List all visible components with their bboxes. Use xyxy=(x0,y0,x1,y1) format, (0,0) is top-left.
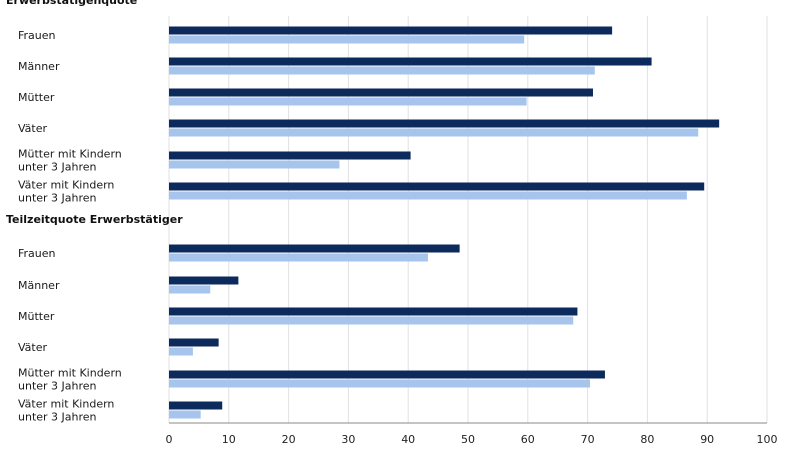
x-tick-label: 10 xyxy=(222,433,236,446)
category-label: Mütter xyxy=(18,91,55,104)
bar-dark xyxy=(169,119,720,128)
category-label: Frauen xyxy=(18,247,56,260)
x-tick-label: 30 xyxy=(341,433,355,446)
category-label: Väter xyxy=(18,122,47,135)
category-label: Männer xyxy=(18,279,60,292)
category-label: Väter mit Kindern xyxy=(18,398,114,411)
bar-dark xyxy=(169,151,411,160)
bar-light xyxy=(169,191,687,200)
category-label: Männer xyxy=(18,60,60,73)
category-label: Väter xyxy=(18,341,47,354)
bar-dark xyxy=(169,57,652,66)
bar-dark xyxy=(169,88,593,97)
bar-light xyxy=(169,253,428,262)
category-label: Mütter xyxy=(18,310,55,323)
x-tick-label: 40 xyxy=(401,433,415,446)
bar-dark xyxy=(169,370,605,379)
bar-light xyxy=(169,347,193,356)
x-tick-label: 90 xyxy=(700,433,714,446)
bar-dark xyxy=(169,307,578,316)
category-label: Frauen xyxy=(18,29,56,42)
bar-dark xyxy=(169,276,239,285)
category-label: unter 3 Jahren xyxy=(18,380,97,393)
category-label: unter 3 Jahren xyxy=(18,192,97,205)
x-tick-label: 50 xyxy=(461,433,475,446)
x-tick-label: 0 xyxy=(166,433,173,446)
bar-light xyxy=(169,35,525,44)
bar-light xyxy=(169,97,527,106)
bar-light xyxy=(169,379,590,388)
bar-light xyxy=(169,285,211,294)
bar-light xyxy=(169,410,201,419)
bar-dark xyxy=(169,182,705,191)
x-tick-label: 60 xyxy=(521,433,535,446)
category-label: unter 3 Jahren xyxy=(18,161,97,174)
bar-light xyxy=(169,128,699,137)
x-tick-label: 70 xyxy=(581,433,595,446)
x-tick-label: 80 xyxy=(640,433,654,446)
category-label: Mütter mit Kindern xyxy=(18,148,122,161)
section-title: Erwerbstätigenquote xyxy=(6,0,137,7)
category-label: Väter mit Kindern xyxy=(18,179,114,192)
section-title: Teilzeitquote Erwerbstätiger xyxy=(6,213,183,226)
bar-light xyxy=(169,160,340,169)
bar-dark xyxy=(169,401,223,410)
bar-light xyxy=(169,316,574,325)
category-label: unter 3 Jahren xyxy=(18,411,97,424)
x-tick-label: 20 xyxy=(282,433,296,446)
x-tick-label: 100 xyxy=(757,433,778,446)
bar-light xyxy=(169,66,595,75)
bar-dark xyxy=(169,244,460,253)
bar-dark xyxy=(169,338,219,347)
bar-dark xyxy=(169,26,613,35)
category-label: Mütter mit Kindern xyxy=(18,367,122,380)
